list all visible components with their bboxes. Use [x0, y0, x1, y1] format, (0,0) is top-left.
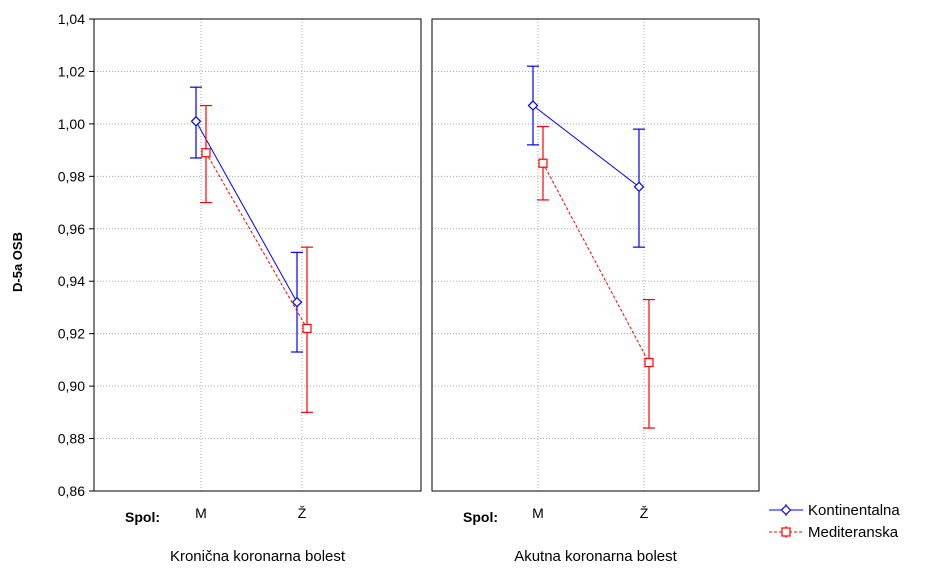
panel-title: Akutna koronarna bolest: [514, 548, 677, 565]
data-point-mediteranska: [538, 158, 548, 168]
data-point-mediteranska: [201, 148, 211, 158]
series-layer: [190, 65, 655, 429]
y-tick-label: 1,00: [58, 116, 85, 132]
series-line-mediteranska: [205, 152, 308, 329]
data-point-kontinentalna: [527, 100, 539, 111]
series-line-mediteranska: [542, 162, 650, 363]
panel-title: Kronična koronarna bolest: [170, 548, 346, 565]
y-tick-label: 0,86: [58, 483, 85, 499]
x-tick-label: Ž: [298, 505, 307, 521]
y-axis-ticks: 0,86 0,88 0,90 0,92 0,94 0,96 0,98 1,00 1,02 1,04: [58, 11, 94, 499]
y-axis-label: D-5a OSB: [10, 232, 25, 292]
series-line-kontinentalna: [195, 121, 298, 303]
x-axis-labels: Spol: M Ž Kronična koronarna bolest Spol: M Ž A…: [125, 505, 678, 565]
legend-label-mediteranska: Mediteranska: [808, 524, 899, 541]
x-tick-label: M: [195, 505, 207, 521]
y-tick-label: 0,98: [58, 168, 85, 184]
y-tick-label: 0,92: [58, 326, 85, 342]
y-tick-label: 0,90: [58, 378, 85, 394]
legend: Kontinentalna Mediteranska: [769, 502, 900, 541]
y-tick-label: 1,02: [58, 63, 85, 79]
panel-frame-2: [431, 18, 760, 492]
legend-marker-kontinentalna: [780, 504, 792, 516]
data-point-kontinentalna: [190, 115, 202, 127]
spol-label: Spol:: [463, 509, 498, 525]
data-point-kontinentalna: [291, 296, 303, 308]
legend-label-kontinentalna: Kontinentalna: [808, 502, 900, 519]
x-tick-label: Ž: [640, 505, 649, 521]
grid-layer: [94, 19, 759, 491]
legend-marker-mediteranska: [781, 527, 791, 537]
x-tick-label: M: [532, 505, 544, 521]
y-tick-label: 0,88: [58, 431, 85, 447]
panel-frames: [93, 18, 760, 492]
series-line-kontinentalna: [532, 105, 640, 188]
data-point-mediteranska: [644, 357, 654, 368]
data-point-mediteranska: [302, 323, 312, 334]
spol-label: Spol:: [125, 509, 160, 525]
y-tick-label: 0,94: [58, 273, 85, 289]
panel-frame-1: [93, 18, 422, 492]
data-point-kontinentalna: [633, 181, 645, 193]
y-tick-label: 1,04: [58, 11, 85, 27]
y-tick-label: 0,96: [58, 221, 85, 237]
